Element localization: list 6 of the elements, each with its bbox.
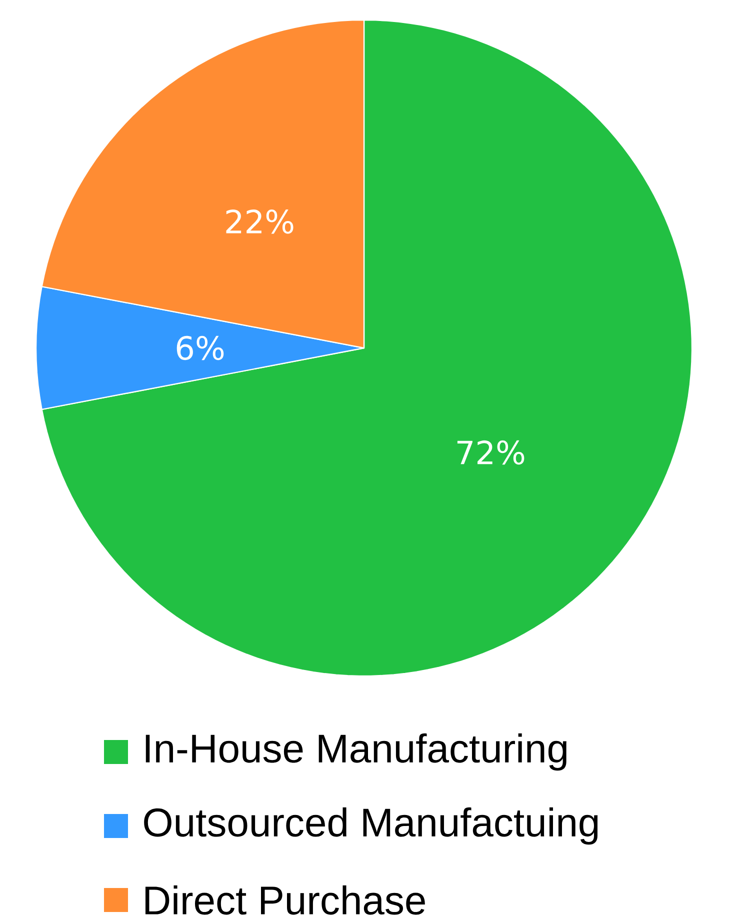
legend-label: In-House Manufacturing [146, 733, 566, 771]
data-label: 72% [457, 440, 524, 465]
legend-label: Direct Purchase [145, 885, 425, 915]
data-label: 22% [226, 210, 294, 234]
data-label: 6% [176, 336, 224, 360]
legend-label: Outsourced Manufactuing [144, 807, 598, 845]
